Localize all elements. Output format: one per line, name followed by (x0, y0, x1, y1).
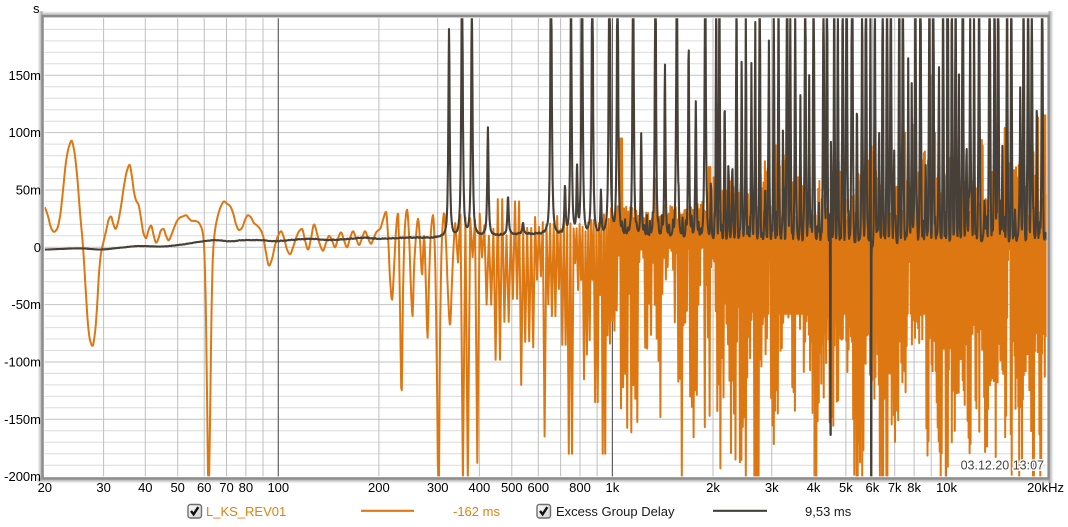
svg-text:-50m: -50m (11, 297, 41, 312)
svg-text:7k: 7k (888, 480, 902, 495)
svg-text:9,53 ms: 9,53 ms (805, 504, 852, 519)
svg-text:400: 400 (469, 480, 491, 495)
svg-text:20kHz: 20kHz (1027, 480, 1064, 495)
svg-text:-150m: -150m (4, 412, 41, 427)
svg-text:Excess Group Delay: Excess Group Delay (556, 504, 675, 519)
svg-text:150m: 150m (8, 68, 41, 83)
svg-text:100m: 100m (8, 125, 41, 140)
svg-text:10k: 10k (936, 480, 957, 495)
svg-text:200: 200 (368, 480, 390, 495)
svg-text:50m: 50m (16, 183, 41, 198)
svg-text:300: 300 (427, 480, 449, 495)
svg-text:60: 60 (197, 480, 211, 495)
svg-text:-100m: -100m (4, 355, 41, 370)
svg-text:40: 40 (138, 480, 152, 495)
svg-text:2k: 2k (706, 480, 720, 495)
svg-text:8k: 8k (907, 480, 921, 495)
svg-text:1k: 1k (606, 480, 620, 495)
svg-text:600: 600 (527, 480, 549, 495)
svg-text:L_KS_REV01: L_KS_REV01 (206, 504, 286, 519)
svg-text:4k: 4k (807, 480, 821, 495)
svg-text:70: 70 (219, 480, 233, 495)
svg-text:03.12.20 13:07: 03.12.20 13:07 (961, 459, 1044, 473)
svg-text:-162 ms: -162 ms (453, 504, 500, 519)
svg-text:20: 20 (38, 480, 52, 495)
svg-text:3k: 3k (765, 480, 779, 495)
svg-text:800: 800 (569, 480, 591, 495)
svg-text:500: 500 (501, 480, 523, 495)
svg-text:30: 30 (96, 480, 110, 495)
svg-text:s: s (33, 1, 40, 16)
svg-text:0: 0 (34, 240, 41, 255)
svg-text:6k: 6k (866, 480, 880, 495)
svg-text:100: 100 (267, 480, 289, 495)
svg-text:50: 50 (170, 480, 184, 495)
svg-text:80: 80 (239, 480, 253, 495)
svg-text:5k: 5k (839, 480, 853, 495)
svg-text:-200m: -200m (4, 469, 41, 484)
